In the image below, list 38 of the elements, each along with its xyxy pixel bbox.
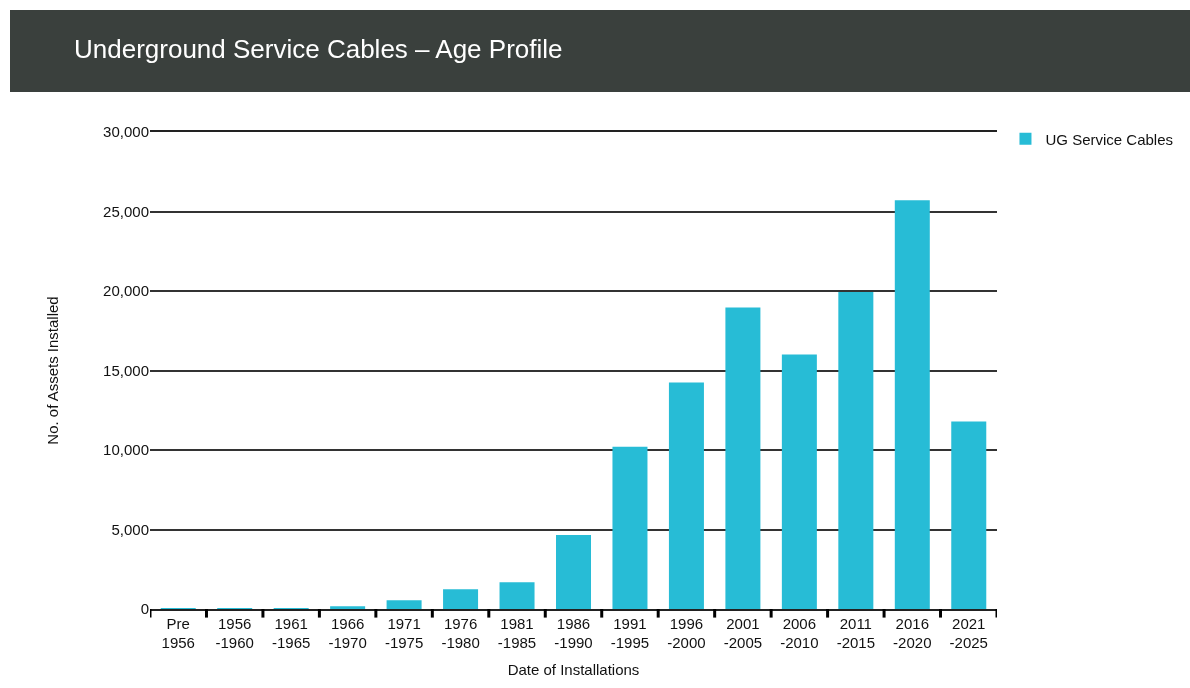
bar (668, 382, 704, 609)
x-tick-label: 1996 -2000 (667, 614, 706, 652)
x-tick-label: 1976 -1980 (441, 614, 480, 652)
x-tick-label: 1966 -1970 (328, 614, 367, 652)
bar (781, 354, 817, 609)
x-tick-label: 1986 -1990 (554, 614, 593, 652)
x-tick-label: Pre 1956 (161, 614, 195, 652)
bar (612, 446, 648, 609)
y-axis-title: No. of Assets Installed (44, 296, 62, 445)
x-tick-label: 1981 -1985 (497, 614, 537, 652)
y-tick-label: 25,000 (103, 202, 149, 220)
bar (951, 421, 987, 609)
x-tick-label: 2006 -2010 (780, 614, 819, 652)
y-tick-label: 0 (140, 600, 149, 618)
chart-title: Underground Service Cables – Age Profile (74, 34, 563, 65)
bar (556, 535, 591, 609)
x-tick-label: 1961 -1965 (271, 614, 311, 652)
x-tick-label: 2011 -2015 (836, 614, 876, 652)
bar (725, 307, 761, 609)
bar (838, 292, 874, 609)
y-tick-label: 15,000 (103, 361, 149, 379)
legend-label: UG Service Cables (1045, 130, 1174, 148)
y-tick-label: 20,000 (103, 282, 149, 300)
y-tick-label: 5,000 (111, 520, 149, 538)
bar (330, 606, 366, 609)
x-tick-label: 2016 -2020 (893, 614, 932, 652)
bar (386, 600, 422, 609)
y-tick-label: 10,000 (103, 441, 149, 459)
bar (499, 582, 535, 609)
x-axis-title: Date of Installations (507, 660, 640, 678)
x-tick-label: 1971 -1975 (384, 614, 424, 652)
x-tick-label: 2021 -2025 (949, 614, 988, 652)
y-tick-label: 30,000 (103, 123, 149, 141)
bar (443, 589, 479, 609)
x-tick-label: 1991 -1995 (610, 614, 650, 652)
x-tick-label: 2001 -2005 (723, 614, 763, 652)
x-tick-label: 1956 -1960 (215, 614, 254, 652)
bar (894, 200, 930, 609)
